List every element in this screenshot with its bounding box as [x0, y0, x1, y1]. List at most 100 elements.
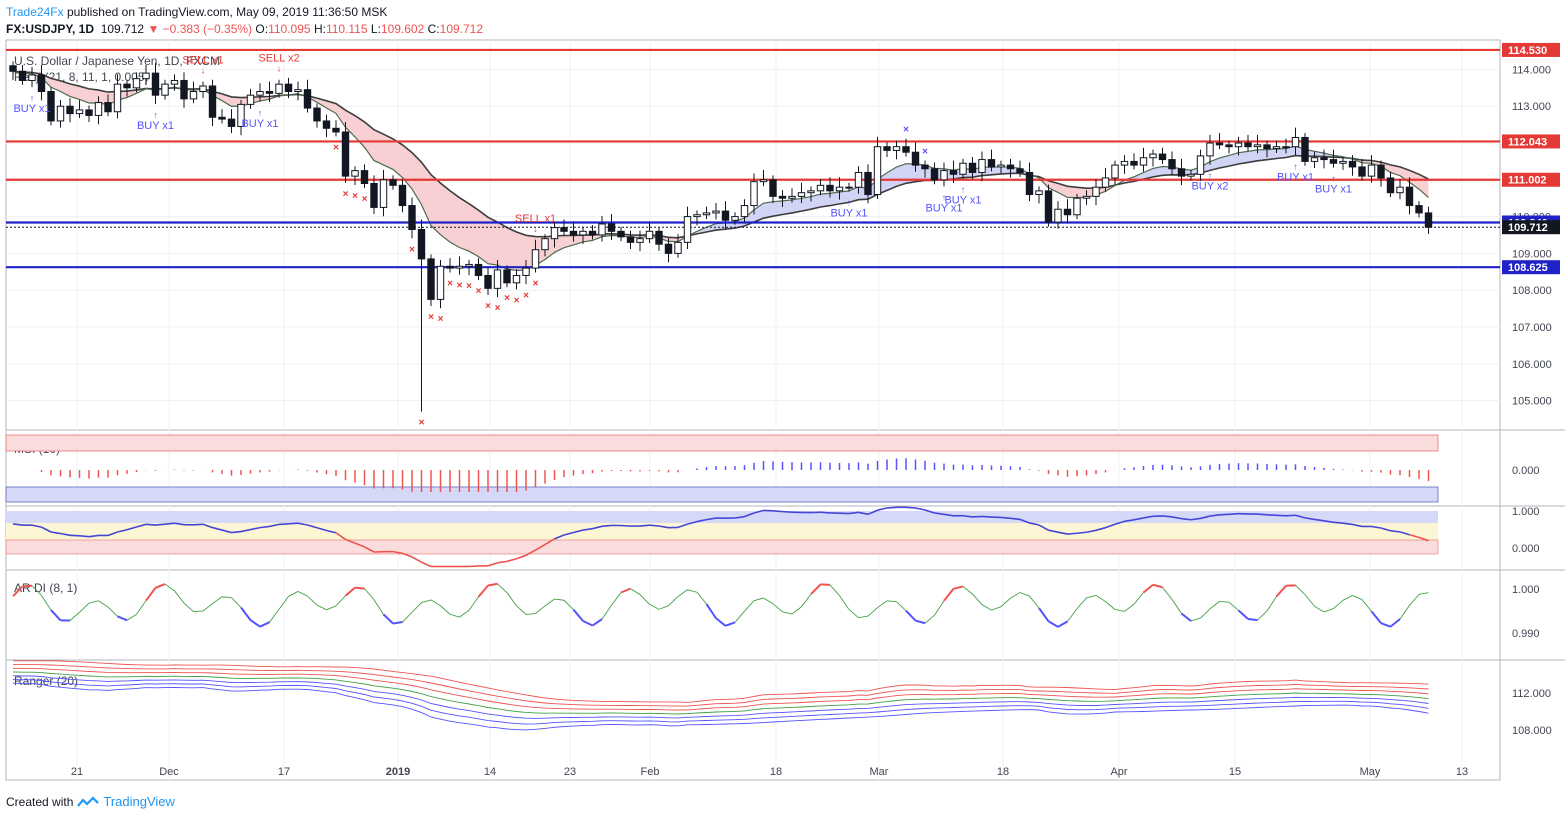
candle-body	[94, 102, 103, 116]
ardi-line-segment	[1095, 595, 1106, 602]
ardi-line-segment	[297, 591, 308, 597]
ardi-line-segment	[753, 597, 764, 602]
candle-body	[132, 78, 141, 89]
candle-body	[56, 105, 65, 122]
candle-body	[1101, 177, 1110, 188]
ardi-line-segment	[962, 586, 973, 595]
candle-body	[151, 72, 160, 96]
sell-cross-icon: ×	[333, 142, 339, 153]
ardi-line-segment	[373, 599, 384, 615]
tdi-line-segment	[231, 530, 242, 534]
ardi-line-segment	[1409, 594, 1420, 606]
tdi-line-segment	[497, 560, 508, 564]
candle-body	[1377, 164, 1385, 179]
tdi-line-segment	[487, 562, 498, 567]
tdi-line-segment	[677, 523, 688, 529]
ardi-line-segment	[202, 603, 213, 612]
ardi-line-segment	[69, 611, 80, 621]
ardi-line-segment	[155, 583, 166, 589]
ardi-line-segment	[972, 593, 983, 605]
candle-body	[683, 216, 692, 243]
cloud-segment	[374, 129, 384, 165]
ardi-line-segment	[136, 600, 147, 615]
price-tick-label: 107.000	[1512, 322, 1552, 334]
candle-body	[797, 192, 806, 197]
cloud-segment	[754, 203, 764, 222]
candle-body	[28, 74, 36, 81]
tdi-line-segment	[1143, 515, 1154, 519]
ardi-line-segment	[212, 596, 223, 604]
candle-body	[1424, 212, 1433, 228]
candle-body	[731, 216, 739, 221]
tdi-line-segment	[88, 534, 99, 538]
ardi-line-segment	[288, 591, 299, 597]
tdi-line-segment	[639, 524, 650, 527]
tdi-line-segment	[782, 510, 793, 513]
ranger-band-line	[12, 678, 1429, 725]
candle-body	[1158, 153, 1167, 161]
candle-body	[759, 179, 768, 183]
tdi-line-segment	[905, 506, 916, 509]
buy-signal-label: BUY x1	[137, 120, 174, 132]
tradingview-link[interactable]: TradingView	[103, 794, 175, 809]
ardi-line-segment	[1124, 603, 1135, 612]
candle-body	[455, 265, 464, 269]
candle-body	[693, 214, 701, 218]
ardi-line-segment	[1257, 610, 1268, 621]
ardi-line-segment	[1057, 620, 1069, 628]
ardi-line-segment	[487, 582, 498, 587]
candle-body	[721, 210, 730, 221]
ardi-line-segment	[1000, 597, 1011, 608]
buy-signal-label: BUY x1	[241, 118, 278, 130]
tdi-line-segment	[1171, 516, 1182, 520]
candle-body	[636, 238, 644, 243]
candle-body	[1367, 164, 1376, 177]
sell-cross-icon: ×	[419, 418, 425, 429]
ardi-line-segment	[382, 613, 394, 625]
buy-arrow-icon: ↑	[1293, 162, 1298, 172]
candle-body	[1310, 157, 1319, 162]
ardi-line-segment	[687, 589, 698, 593]
price-change: −0.383 (−0.35%)	[162, 22, 253, 36]
candle-body	[1415, 205, 1423, 214]
x-tick-label: Apr	[1110, 766, 1127, 778]
ardi-line-segment	[249, 619, 261, 628]
candle-body	[864, 171, 872, 196]
sell-cross-icon: ×	[352, 191, 358, 202]
price-tick-label: 114.000	[1512, 64, 1551, 76]
sell-signal-label: SELL x1	[515, 213, 556, 225]
ardi-line-segment	[848, 609, 859, 619]
cloud-segment	[1314, 151, 1324, 157]
candle-body	[47, 91, 55, 122]
tdi-line-segment	[1114, 520, 1125, 525]
cloud-segment	[849, 186, 859, 203]
ardi-line-segment	[886, 600, 897, 603]
x-tick-label: 2019	[386, 766, 410, 778]
level-price-tag	[1502, 42, 1560, 57]
candle-body	[1092, 186, 1100, 197]
candle-body	[474, 263, 483, 276]
tdi-line-segment	[934, 512, 945, 516]
candle-body	[161, 83, 169, 96]
ardi-line-segment	[1029, 595, 1040, 609]
candle-body	[1320, 157, 1328, 161]
level-price-label: 112.043	[1508, 136, 1547, 148]
ardi-line-segment	[1105, 601, 1116, 610]
close-value: 109.712	[439, 22, 484, 36]
cloud-segment	[469, 203, 479, 257]
tdi-line-segment	[50, 531, 61, 535]
cloud-segment	[1276, 148, 1286, 159]
tdi-line-segment	[753, 509, 764, 514]
cloud-segment	[1077, 187, 1087, 198]
tdi-line-segment	[943, 513, 954, 517]
ardi-line-segment	[591, 618, 603, 627]
candle-body	[1168, 159, 1176, 170]
publisher-name[interactable]: Trade24Fx	[6, 5, 64, 19]
candle-body	[199, 85, 207, 93]
x-tick-label: Feb	[641, 766, 660, 778]
tdi-line-segment	[592, 525, 603, 530]
ardi-line-segment	[278, 596, 289, 610]
ardi-line-segment	[1019, 592, 1030, 597]
tdi-line-segment	[1038, 524, 1049, 531]
